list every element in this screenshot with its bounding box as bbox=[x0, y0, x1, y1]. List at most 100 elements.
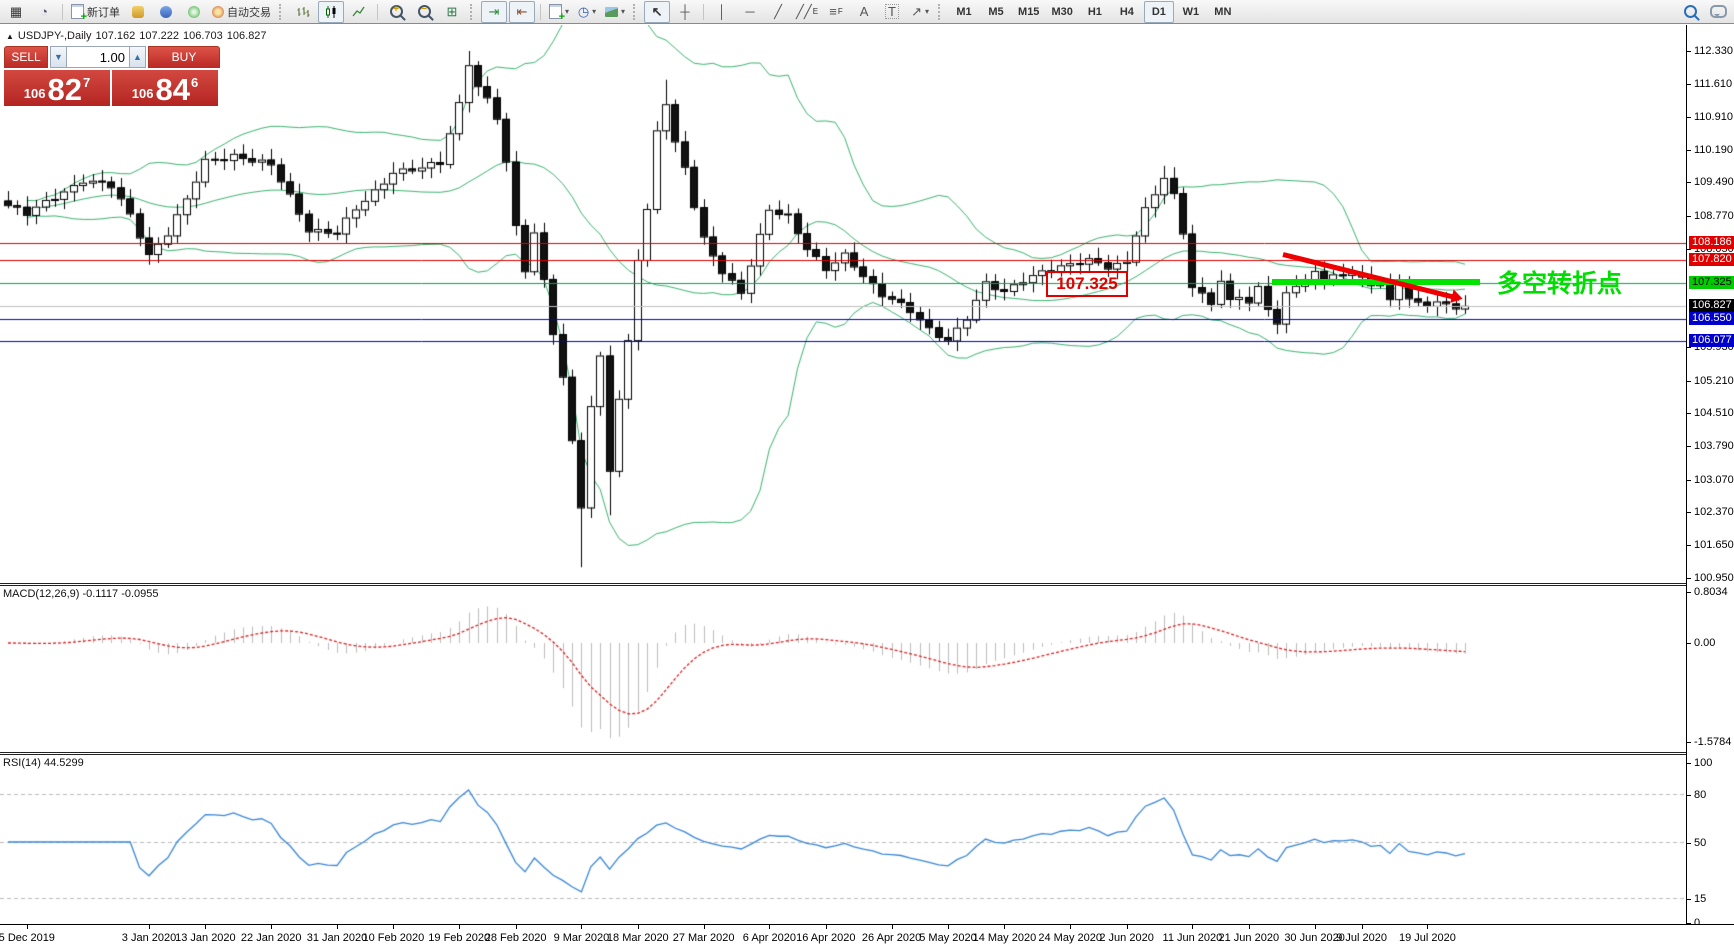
cursor-button[interactable]: ↖ bbox=[644, 0, 671, 23]
rsi-tick-label: 15 bbox=[1694, 893, 1707, 905]
timeframe-h1[interactable]: H1 bbox=[1087, 5, 1102, 18]
volume-input[interactable] bbox=[67, 46, 129, 68]
metaeditor-icon bbox=[132, 5, 144, 18]
text-icon: A bbox=[859, 4, 869, 19]
trendline-button[interactable]: ╱ bbox=[765, 1, 791, 23]
text-button[interactable]: A bbox=[851, 1, 877, 23]
auto-scroll-button[interactable]: ⇥ bbox=[481, 0, 507, 23]
date-tick-label: 14 May 2020 bbox=[972, 932, 1037, 944]
crosshair-icon: ┼ bbox=[680, 4, 690, 19]
toolbar: ▦ ◔ + 新订单 自动交易 + − ⊞ ⇥ ⇤ + ▾ ◷ ▾ bbox=[0, 0, 1734, 24]
date-tick-mark bbox=[891, 925, 893, 929]
date-tick-mark bbox=[393, 925, 395, 929]
autotrading-button[interactable]: 自动交易 bbox=[209, 1, 274, 23]
buy-price[interactable]: 106 84 6 bbox=[112, 70, 218, 106]
text-label-button[interactable]: T bbox=[879, 1, 905, 23]
vertical-line-button[interactable]: │ bbox=[709, 1, 735, 23]
timeframe-h4[interactable]: H4 bbox=[1119, 5, 1134, 18]
metaeditor-button[interactable] bbox=[125, 1, 151, 23]
timeframe-m30[interactable]: M30 bbox=[1051, 5, 1073, 18]
panel-separator[interactable] bbox=[0, 583, 1688, 586]
date-tick-label: 10 Feb 2020 bbox=[362, 932, 425, 944]
bar-chart-icon bbox=[297, 6, 310, 17]
main-chart-canvas[interactable] bbox=[0, 25, 1686, 585]
date-tick-mark bbox=[1314, 925, 1316, 929]
date-tick-label: 5 May 2020 bbox=[919, 932, 977, 944]
date-tick-label: 9 Jul 2020 bbox=[1336, 932, 1387, 944]
channel-icon: ╱╱ bbox=[796, 4, 812, 19]
market-button[interactable] bbox=[153, 1, 179, 23]
date-tick-label: 19 Jul 2020 bbox=[1398, 932, 1456, 944]
text-label-icon: T bbox=[885, 4, 899, 19]
signals-button[interactable] bbox=[181, 1, 207, 23]
turning-point-annotation[interactable]: 多空转折点 bbox=[1497, 270, 1623, 298]
date-tick-mark bbox=[703, 925, 705, 929]
candlestick-button[interactable] bbox=[318, 0, 344, 23]
date-tick-label: 16 Apr 2020 bbox=[796, 932, 856, 944]
indicators-button[interactable]: + ▾ bbox=[546, 1, 572, 23]
support-highlight-line[interactable] bbox=[1272, 279, 1480, 285]
timeframe-m1[interactable]: M1 bbox=[956, 5, 972, 18]
price-level-badge: 107.325 bbox=[1689, 275, 1734, 289]
timeframe-w1[interactable]: W1 bbox=[1182, 5, 1200, 18]
date-axis[interactable]: 5 Dec 2019 3 Jan 2020 13 Jan 2020 22 Jan 20… bbox=[0, 924, 1734, 949]
rsi-panel-canvas[interactable] bbox=[0, 755, 1686, 924]
chart-shift-button[interactable]: ⇤ bbox=[509, 0, 535, 23]
axis-tick-mark bbox=[1687, 843, 1691, 844]
search-icon bbox=[1683, 5, 1697, 18]
fibonacci-letter: F bbox=[837, 7, 843, 16]
timeframe-mn[interactable]: MN bbox=[1214, 5, 1232, 18]
timeframe-m15[interactable]: M15 bbox=[1018, 5, 1040, 18]
templates-button[interactable]: ▾ bbox=[602, 1, 628, 23]
panel-separator[interactable] bbox=[0, 752, 1688, 755]
macd-tick-label: 0.00 bbox=[1694, 637, 1716, 649]
crosshair-button[interactable]: ┼ bbox=[672, 1, 698, 23]
new-order-icon: + bbox=[71, 4, 87, 23]
price-axis[interactable]: 112.330 111.610 110.910 110.190 109.490 108.7… bbox=[1686, 25, 1734, 929]
sell-price[interactable]: 106 82 7 bbox=[4, 70, 110, 106]
indicators-icon: + bbox=[549, 4, 565, 23]
date-tick-label: 21 Jun 2020 bbox=[1218, 932, 1280, 944]
axis-tick-mark bbox=[1687, 182, 1691, 184]
bar-chart-button[interactable] bbox=[290, 1, 316, 23]
axis-tick-mark bbox=[1687, 215, 1691, 217]
dropdown-caret-icon: ▾ bbox=[592, 7, 597, 16]
volume-decrease-button[interactable]: ▼ bbox=[50, 46, 67, 68]
price-level-annotation[interactable]: 107.325 bbox=[1046, 271, 1128, 297]
fibonacci-button[interactable]: ≡ F bbox=[823, 1, 849, 23]
timeframe-d1[interactable]: D1 bbox=[1143, 0, 1174, 23]
new-order-button[interactable]: + 新订单 bbox=[68, 1, 123, 23]
price-level-badge: 106.077 bbox=[1689, 333, 1734, 347]
strategy-tester-button[interactable]: ◔ bbox=[31, 1, 57, 23]
horizontal-line-button[interactable]: ─ bbox=[737, 1, 763, 23]
volume-increase-button[interactable]: ▲ bbox=[129, 46, 146, 68]
axis-tick-mark bbox=[1687, 923, 1691, 924]
sell-button[interactable]: SELL bbox=[4, 46, 48, 68]
buy-button[interactable]: BUY bbox=[148, 46, 220, 68]
date-tick-label: 19 Feb 2020 bbox=[428, 932, 491, 944]
cursor-icon: ↖ bbox=[651, 4, 663, 19]
axis-tick-mark bbox=[1687, 577, 1691, 579]
rsi-indicator-label: RSI(14) 44.5299 bbox=[3, 757, 84, 769]
axis-tick-mark bbox=[1687, 643, 1691, 644]
candlestick-icon bbox=[326, 5, 336, 18]
axis-tick-mark bbox=[1687, 545, 1691, 547]
date-tick-label: 31 Jan 2020 bbox=[306, 932, 368, 944]
tile-windows-button[interactable]: ⊞ bbox=[439, 1, 465, 23]
zoom-in-button[interactable]: + bbox=[383, 1, 409, 23]
channel-button[interactable]: ╱╱ E bbox=[793, 1, 821, 23]
periods-button[interactable]: ◷ ▾ bbox=[574, 1, 600, 23]
chat-button[interactable] bbox=[1705, 1, 1731, 23]
price-tick-label: 104.510 bbox=[1694, 407, 1734, 420]
axis-tick-mark bbox=[1687, 150, 1691, 152]
collapse-arrow-icon[interactable]: ▲ bbox=[6, 32, 14, 41]
line-chart-button[interactable] bbox=[346, 1, 372, 23]
arrows-button[interactable]: ↗ ▾ bbox=[907, 1, 933, 23]
ohlc-close: 106.827 bbox=[226, 30, 267, 42]
timeframe-m5[interactable]: M5 bbox=[988, 5, 1004, 18]
zoom-out-button[interactable]: − bbox=[411, 1, 437, 23]
date-tick-label: 11 Jun 2020 bbox=[1162, 932, 1223, 944]
macd-panel-canvas[interactable] bbox=[0, 586, 1686, 754]
search-button[interactable] bbox=[1677, 1, 1703, 23]
market-watch-button[interactable]: ▦ bbox=[3, 1, 29, 23]
